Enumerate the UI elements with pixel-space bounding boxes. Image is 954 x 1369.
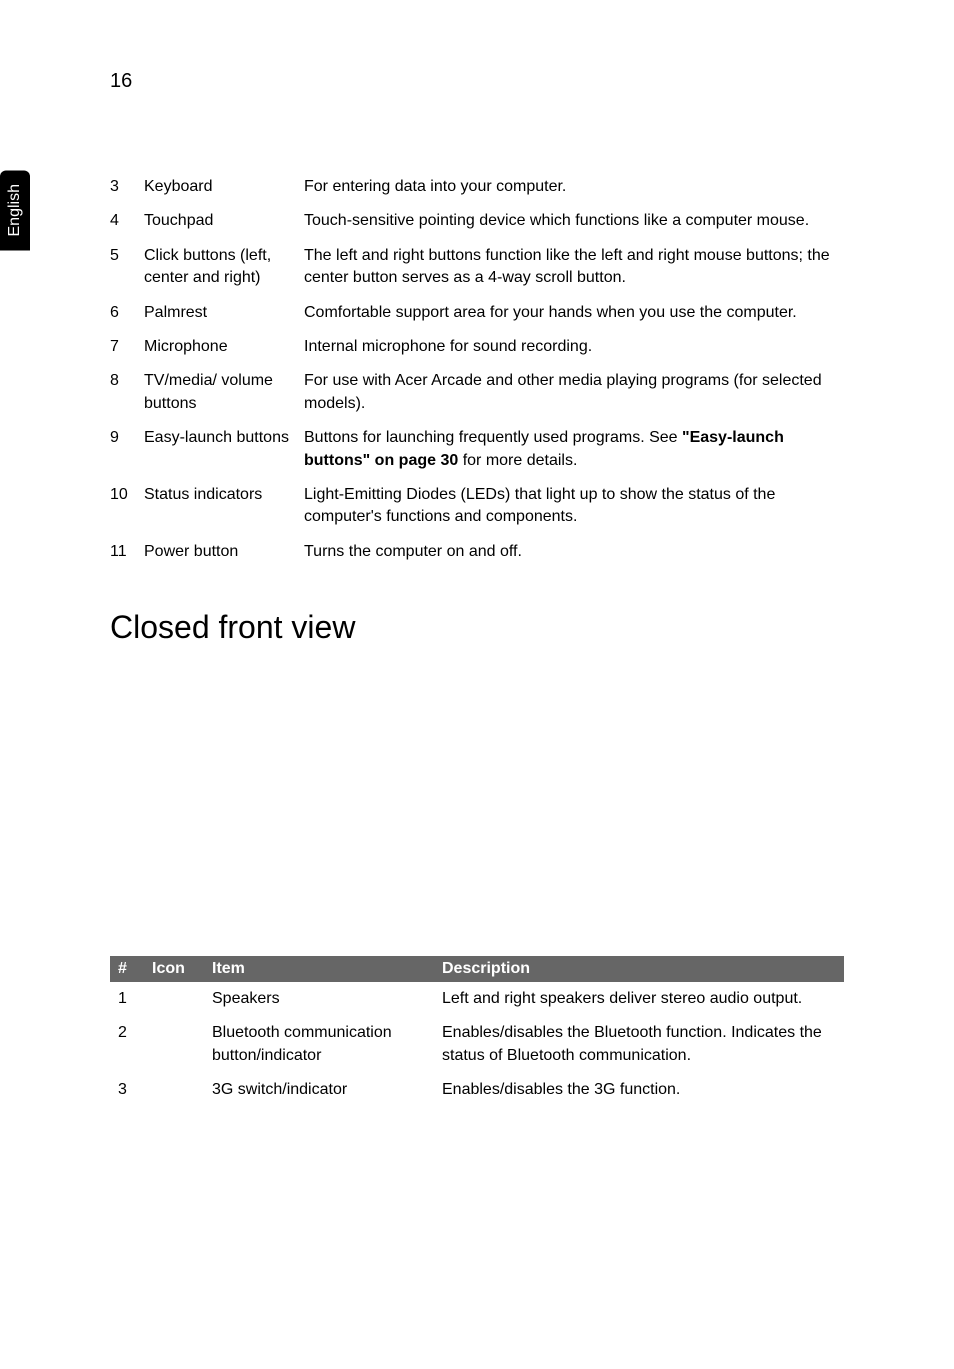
desc-suffix: for more details.: [458, 452, 577, 469]
table-row: 9 Easy-launch buttons Buttons for launch…: [110, 421, 844, 478]
row-item: Bluetooth communication button/indicator: [204, 1016, 434, 1073]
table-row: 7 Microphone Internal microphone for sou…: [110, 330, 844, 364]
row-item: Speakers: [204, 982, 434, 1016]
row-number: 6: [110, 296, 144, 330]
row-desc: Buttons for launching frequently used pr…: [304, 421, 844, 478]
row-item: Microphone: [144, 330, 304, 364]
row-desc: The left and right buttons function like…: [304, 239, 844, 296]
table-row: 3 3G switch/indicator Enables/disables t…: [110, 1073, 844, 1107]
row-item: Power button: [144, 535, 304, 569]
row-item: 3G switch/indicator: [204, 1073, 434, 1107]
row-icon: [144, 982, 204, 1016]
row-icon: [144, 1073, 204, 1107]
row-item: Palmrest: [144, 296, 304, 330]
row-number: 5: [110, 239, 144, 296]
closed-front-table: # Icon Item Description 1 Speakers Left …: [110, 956, 844, 1108]
row-desc: Internal microphone for sound recording.: [304, 330, 844, 364]
row-desc: Comfortable support area for your hands …: [304, 296, 844, 330]
table-row: 1 Speakers Left and right speakers deliv…: [110, 982, 844, 1016]
row-number: 8: [110, 364, 144, 421]
table-row: 6 Palmrest Comfortable support area for …: [110, 296, 844, 330]
row-desc: For entering data into your computer.: [304, 170, 844, 204]
row-desc: Light-Emitting Diodes (LEDs) that light …: [304, 478, 844, 535]
row-number: 4: [110, 204, 144, 238]
row-item: Touchpad: [144, 204, 304, 238]
row-desc: Turns the computer on and off.: [304, 535, 844, 569]
section-heading: Closed front view: [110, 609, 844, 646]
row-item: Status indicators: [144, 478, 304, 535]
header-item: Item: [204, 956, 434, 982]
row-item: Click buttons (left, center and right): [144, 239, 304, 296]
desc-prefix: Buttons for launching frequently used pr…: [304, 429, 682, 446]
table-row: 4 Touchpad Touch-sensitive pointing devi…: [110, 204, 844, 238]
row-desc: For use with Acer Arcade and other media…: [304, 364, 844, 421]
row-number: 11: [110, 535, 144, 569]
row-desc: Left and right speakers deliver stereo a…: [434, 982, 844, 1016]
row-number: 1: [110, 982, 144, 1016]
row-number: 10: [110, 478, 144, 535]
table-header-row: # Icon Item Description: [110, 956, 844, 982]
table-row: 5 Click buttons (left, center and right)…: [110, 239, 844, 296]
row-desc: Enables/disables the Bluetooth function.…: [434, 1016, 844, 1073]
row-item: Keyboard: [144, 170, 304, 204]
row-desc: Touch-sensitive pointing device which fu…: [304, 204, 844, 238]
row-number: 2: [110, 1016, 144, 1073]
row-number: 9: [110, 421, 144, 478]
row-number: 3: [110, 170, 144, 204]
row-number: 7: [110, 330, 144, 364]
table-row: 2 Bluetooth communication button/indicat…: [110, 1016, 844, 1073]
side-language-tab: English: [0, 170, 30, 250]
row-icon: [144, 1016, 204, 1073]
table-row: 11 Power button Turns the computer on an…: [110, 535, 844, 569]
header-icon: Icon: [144, 956, 204, 982]
row-item: Easy-launch buttons: [144, 421, 304, 478]
row-desc: Enables/disables the 3G function.: [434, 1073, 844, 1107]
table-row: 8 TV/media/ volume buttons For use with …: [110, 364, 844, 421]
table-row: 10 Status indicators Light-Emitting Diod…: [110, 478, 844, 535]
header-desc: Description: [434, 956, 844, 982]
page-number: 16: [110, 70, 132, 93]
page-content: 3 Keyboard For entering data into your c…: [0, 0, 954, 1168]
spec-table: 3 Keyboard For entering data into your c…: [110, 170, 844, 569]
row-item: TV/media/ volume buttons: [144, 364, 304, 421]
row-number: 3: [110, 1073, 144, 1107]
table-row: 3 Keyboard For entering data into your c…: [110, 170, 844, 204]
header-num: #: [110, 956, 144, 982]
